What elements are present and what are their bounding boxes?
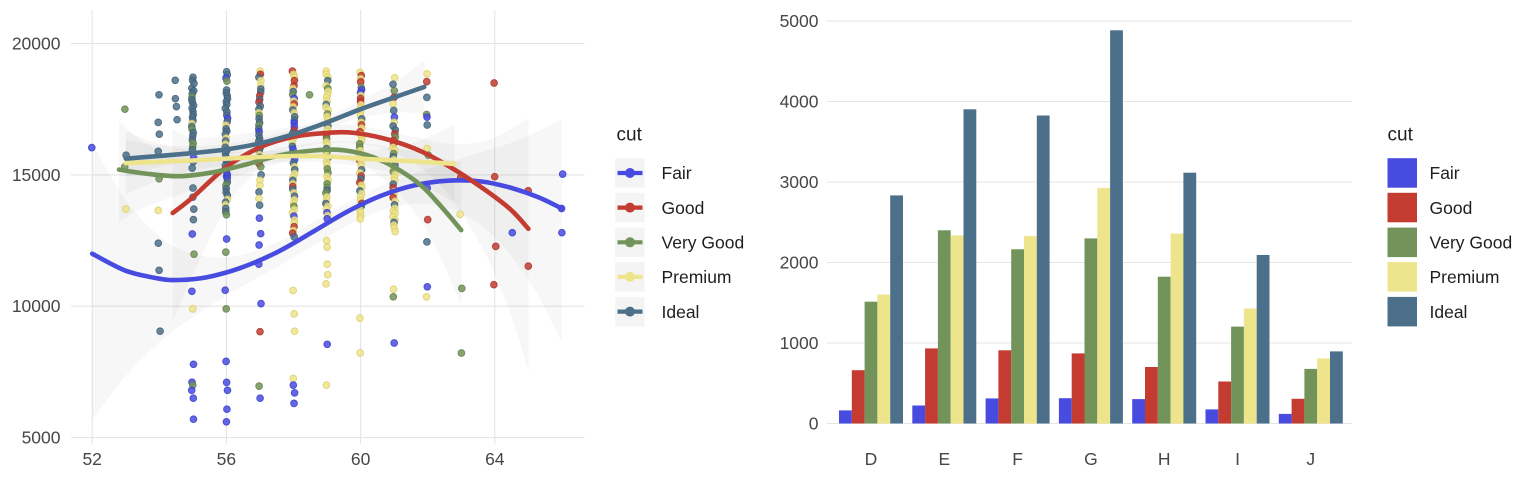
svg-text:Ideal: Ideal	[662, 302, 700, 322]
svg-text:Fair: Fair	[662, 163, 692, 183]
svg-text:4000: 4000	[780, 92, 819, 112]
svg-text:D: D	[865, 449, 878, 469]
svg-text:F: F	[1012, 449, 1023, 469]
svg-text:5000: 5000	[22, 428, 61, 448]
svg-text:E: E	[938, 449, 950, 469]
svg-text:G: G	[1084, 449, 1098, 469]
svg-text:3000: 3000	[780, 172, 819, 192]
svg-text:Premium: Premium	[1430, 267, 1500, 287]
svg-text:Premium: Premium	[662, 267, 732, 287]
svg-text:Very Good: Very Good	[662, 233, 745, 253]
svg-text:Very Good: Very Good	[1430, 233, 1513, 253]
svg-text:10000: 10000	[12, 296, 61, 316]
svg-text:Ideal: Ideal	[1430, 302, 1468, 322]
svg-text:J: J	[1306, 449, 1315, 469]
svg-text:Good: Good	[1430, 198, 1473, 218]
svg-text:1000: 1000	[780, 333, 819, 353]
svg-text:Fair: Fair	[1430, 163, 1460, 183]
svg-text:cut: cut	[1388, 125, 1414, 146]
svg-text:I: I	[1235, 449, 1240, 469]
svg-text:60: 60	[351, 449, 371, 469]
svg-text:15000: 15000	[12, 165, 61, 185]
svg-text:5000: 5000	[780, 11, 819, 31]
svg-text:Good: Good	[662, 198, 705, 218]
svg-text:2000: 2000	[780, 253, 819, 273]
svg-text:cut: cut	[617, 125, 643, 146]
svg-text:52: 52	[82, 449, 101, 469]
svg-text:H: H	[1158, 449, 1171, 469]
svg-text:20000: 20000	[12, 34, 61, 54]
svg-text:64: 64	[485, 449, 505, 469]
svg-text:56: 56	[217, 449, 236, 469]
svg-text:0: 0	[809, 414, 819, 434]
